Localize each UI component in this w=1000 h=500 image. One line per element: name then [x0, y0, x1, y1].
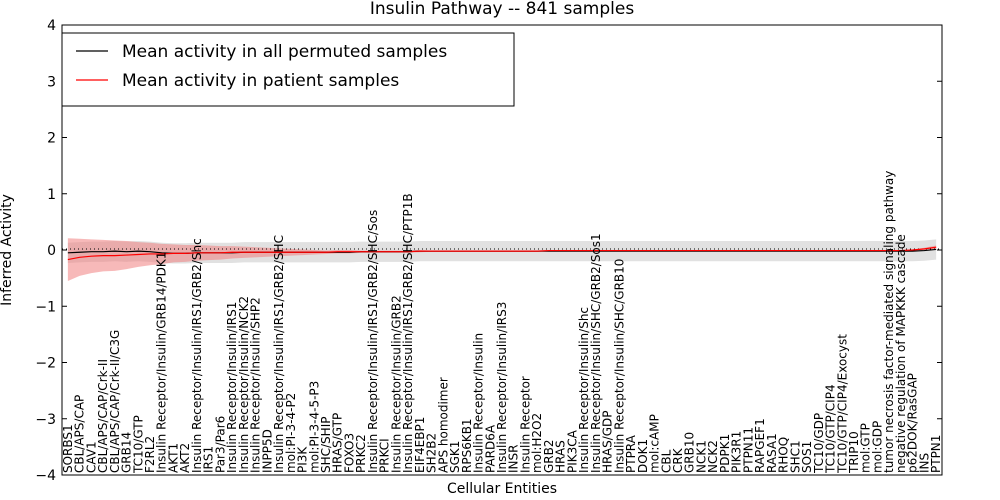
- y-tick-label: −1: [35, 299, 56, 315]
- x-tick-label: F2RL2: [143, 436, 157, 473]
- x-tick-label: INS: [917, 453, 931, 473]
- x-tick-label: TC10/GDP: [812, 413, 826, 474]
- x-tick-label: CRK: [671, 447, 685, 473]
- x-tick-label: RPS6KB1: [460, 418, 474, 473]
- y-tick-label: −3: [35, 412, 56, 428]
- x-tick-label: tumor necrosis factor-mediated signaling…: [882, 171, 896, 473]
- x-tick-label: HRAS/GTP: [331, 413, 345, 473]
- x-tick-label: HRAS/GDP: [601, 410, 615, 473]
- x-tick-label: GRB14: [120, 432, 134, 473]
- x-tick-label: TC10/GTP/CIP4: [824, 384, 838, 474]
- x-tick-label: SHC/SHIP: [319, 417, 333, 473]
- legend-label-1: Mean activity in patient samples: [122, 71, 399, 91]
- x-tick-label: RASA1: [765, 433, 779, 473]
- x-axis-label: Cellular Entities: [447, 481, 557, 497]
- x-tick-label: Insulin Receptor/Insulin: [472, 333, 486, 473]
- x-tick-label: mol:cAMP: [648, 414, 662, 473]
- x-tick-label: negative regulation of MAPKKK cascade: [894, 234, 908, 473]
- x-tick-label: CAV1: [84, 441, 98, 473]
- x-tick-label: NCK2: [706, 440, 720, 473]
- x-tick-label: Insulin Receptor/Insulin/IRS1/GRB2/SHC: [272, 235, 286, 473]
- x-tick-label: Insulin Receptor/Insulin/SHC/GRB2/Sos1: [589, 233, 603, 473]
- x-tick-label: TC10/GTP/CIP4/Exocyst: [835, 334, 849, 474]
- x-tick-label: Insulin Receptor/Insulin/GRB2: [389, 295, 403, 473]
- x-tick-label: EIF4EBP1: [413, 417, 427, 473]
- y-tick-label: 1: [47, 187, 56, 203]
- x-tick-label: SOS1: [800, 441, 814, 473]
- x-tick-label: SORBS1: [61, 424, 75, 473]
- x-tick-label: Insulin Receptor/Insulin/IRS1/GRB2/SHC/S…: [366, 210, 380, 473]
- chart-title: Insulin Pathway -- 841 samples: [370, 0, 635, 19]
- y-tick-label: 3: [47, 74, 56, 90]
- x-tick-label: CBL: [659, 449, 673, 473]
- x-tick-label: Insulin Receptor/Insulin/IRS1/GRB2/Shc: [190, 238, 204, 473]
- x-tick-label: mol:GTP: [859, 423, 873, 473]
- x-tick-label: CBL/APS/CAP/Crk-II: [96, 359, 110, 473]
- x-tick-label: SGK1: [448, 441, 462, 473]
- x-tick-label: mol:PI-3-4-5-P3: [307, 381, 321, 473]
- x-tick-label: APS homodimer: [436, 377, 450, 473]
- x-tick-label: mol:H2O2: [530, 413, 544, 473]
- x-tick-label: IRS1: [202, 446, 216, 473]
- y-tick-label: 4: [47, 18, 56, 34]
- x-tick-label: AKT1: [166, 443, 180, 473]
- x-tick-label: Insulin Receptor/Insulin/GRB14/PDK1: [155, 252, 169, 473]
- x-tick-label: PI3K: [296, 446, 310, 473]
- x-tick-label: SHC1: [788, 440, 802, 473]
- x-tick-label: INSR: [507, 445, 521, 473]
- x-tick-label: DOK1: [636, 439, 650, 473]
- y-tick-label: −2: [35, 356, 56, 372]
- legend-label-0: Mean activity in all permuted samples: [122, 42, 447, 62]
- x-tick-label: RHOQ: [777, 437, 791, 473]
- y-tick-label: −4: [35, 468, 56, 484]
- x-tick-label: NCK1: [694, 440, 708, 473]
- legend: Mean activity in all permuted samples Mea…: [61, 32, 515, 107]
- x-tick-label: PRKCI: [378, 438, 392, 473]
- x-tick-label: mol:GDP: [870, 421, 884, 473]
- x-tick-label: PDPK1: [718, 434, 732, 473]
- x-tick-label: Insulin Receptor: [518, 376, 532, 473]
- x-tick-label: CBL/APS/CAP: [73, 395, 87, 473]
- series-line-1: [67, 246, 937, 261]
- x-tick-label: HRAS: [554, 440, 568, 473]
- legend-box: [61, 32, 515, 107]
- x-tick-label: GRB10: [683, 432, 697, 473]
- x-tick-label: Insulin Receptor/Insulin/NCK2: [237, 296, 251, 473]
- x-tick-label: FOXO3: [342, 433, 356, 473]
- x-tick-label: Insulin Receptor/Insulin/SHC/GRB10: [612, 259, 626, 473]
- x-tick-label: PARD6A: [483, 424, 497, 473]
- x-tick-label: CBL/APS/CAP/Crk-II/C3G: [108, 330, 122, 473]
- x-tick-label: PTPN1: [929, 435, 943, 473]
- x-tick-label: RAPGEF1: [753, 418, 767, 473]
- x-tick-label: Insulin Receptor/Insulin/SHP2: [249, 297, 263, 473]
- y-axis-label: Inferred Activity: [0, 194, 15, 306]
- x-tick-label: mol:PI-3-4-P2: [284, 393, 298, 473]
- patient-band: [67, 238, 937, 281]
- y-tick-label: 0: [47, 243, 56, 259]
- x-tick-label: GRB2: [542, 439, 556, 473]
- x-tick-label: Insulin Receptor/Insulin/IRS1: [225, 302, 239, 473]
- x-tick-label: Insulin Receptor/Insulin/IRS1/GRB2/SHC/P…: [401, 193, 415, 473]
- x-tick-label: Insulin Receptor/Insulin/Shc: [577, 307, 591, 473]
- x-tick-label: PRKC2: [354, 434, 368, 473]
- x-tick-label: INPP5D: [260, 429, 274, 473]
- x-tick-label: TRIP10: [847, 431, 861, 474]
- x-tick-label: PIK3CA: [565, 429, 579, 473]
- x-tick-label: Par3/Par6: [213, 416, 227, 473]
- x-tick-label: PIK3R1: [730, 431, 744, 473]
- x-tick-label: TC10/GTP: [131, 415, 145, 474]
- y-tick-label: 2: [47, 131, 56, 147]
- x-tick-label: PTPRA: [624, 434, 638, 473]
- x-tick-label: AKT2: [178, 443, 192, 473]
- x-tick-label: SH2B2: [425, 433, 439, 473]
- x-tick-label: p62DOK/RasGAP: [906, 373, 920, 473]
- x-tick-label: Insulin Receptor/Insulin/IRS3: [495, 302, 509, 473]
- x-tick-label: PTPN11: [741, 427, 755, 473]
